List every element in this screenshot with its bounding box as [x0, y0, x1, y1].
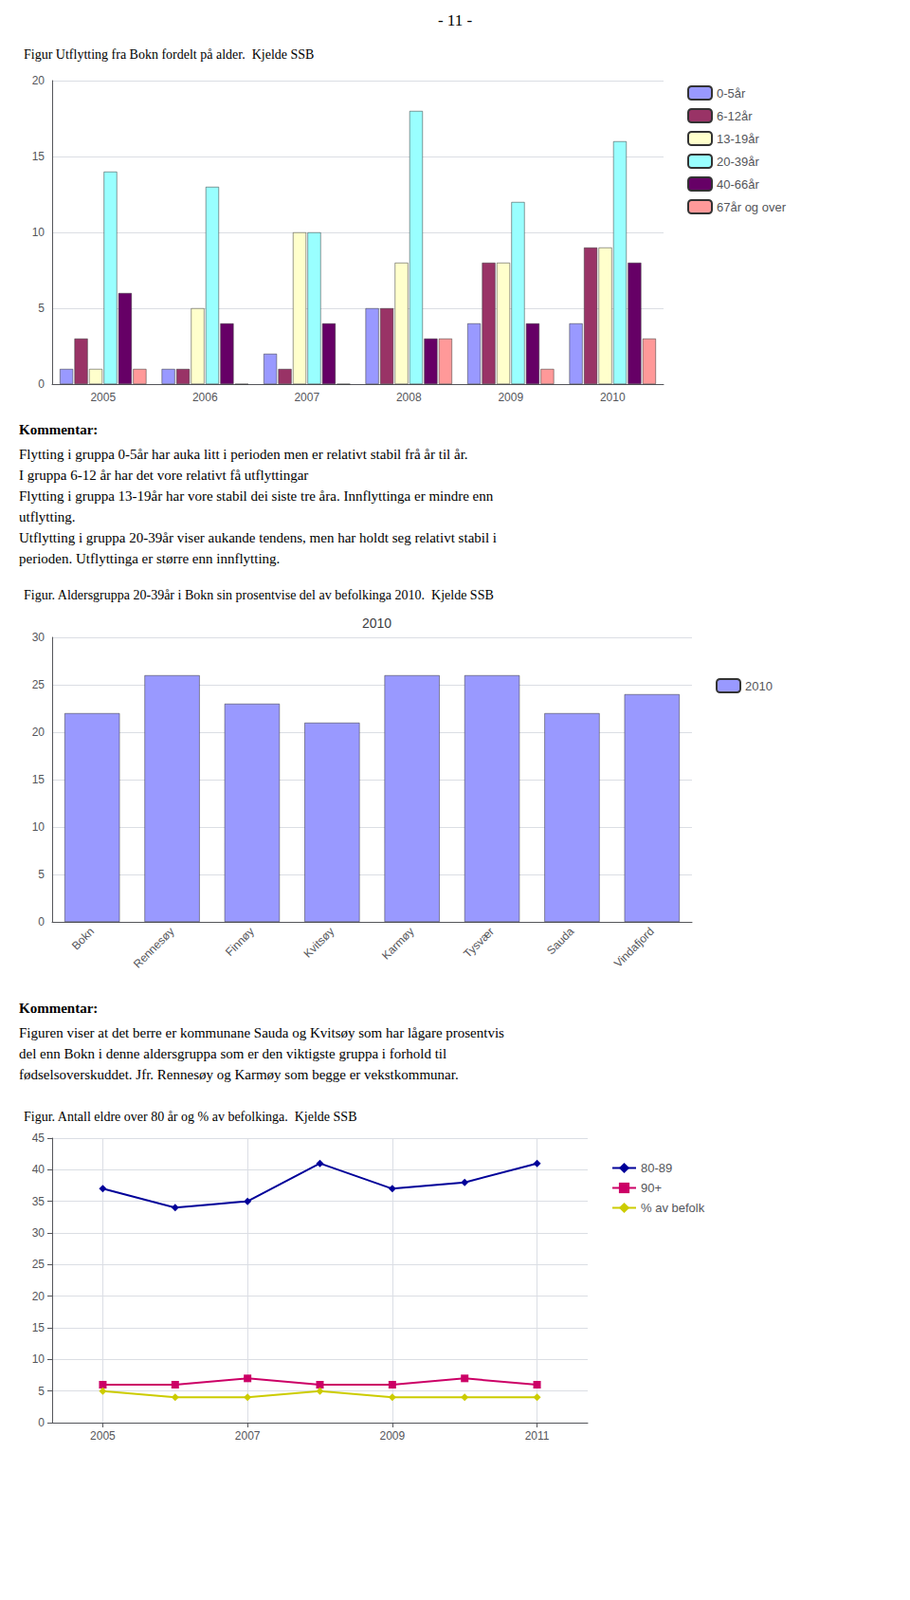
svg-text:% av befolk: % av befolk: [640, 1200, 706, 1215]
svg-text:2007: 2007: [293, 390, 320, 404]
svg-text:2006: 2006: [192, 390, 219, 404]
svg-text:15: 15: [32, 149, 46, 164]
svg-text:Figur. Aldersgruppa 20-39år i: Figur. Aldersgruppa 20-39år i Bokn sin p…: [23, 587, 494, 602]
svg-text:5: 5: [37, 867, 45, 881]
svg-text:I gruppa 6-12 år har det vore: I gruppa 6-12 år har det vore relativt f…: [18, 467, 309, 483]
svg-text:2008: 2008: [396, 390, 422, 404]
svg-text:13-19år: 13-19år: [716, 131, 760, 146]
svg-text:90+: 90+: [640, 1180, 662, 1195]
svg-text:20: 20: [32, 73, 46, 88]
svg-text:40-66år: 40-66år: [716, 177, 760, 192]
svg-text:2010: 2010: [362, 615, 392, 631]
svg-text:Finnøy: Finnøy: [222, 924, 257, 959]
svg-text:Figuren viser at det berre er: Figuren viser at det berre er kommunane …: [18, 1024, 505, 1040]
svg-text:Sauda: Sauda: [544, 924, 578, 958]
svg-text:40: 40: [32, 1162, 46, 1176]
svg-text:Bokn: Bokn: [69, 924, 97, 952]
svg-text:Flytting i gruppa 0-5år har au: Flytting i gruppa 0-5år har auka litt i …: [18, 446, 469, 462]
svg-text:0-5år: 0-5år: [716, 86, 747, 101]
svg-text:0: 0: [37, 377, 45, 391]
svg-text:6-12år: 6-12år: [716, 109, 753, 124]
svg-text:20: 20: [32, 1289, 46, 1303]
svg-text:0: 0: [37, 914, 45, 929]
svg-text:30: 30: [32, 630, 46, 644]
svg-text:Rennesøy: Rennesøy: [130, 924, 178, 971]
svg-text:2005: 2005: [90, 390, 116, 404]
svg-text:fødselsoverskuddet. Jfr. Renne: fødselsoverskuddet. Jfr. Rennesøy og Kar…: [18, 1066, 459, 1082]
svg-text:Vindafjord: Vindafjord: [611, 924, 657, 970]
svg-text:15: 15: [32, 772, 46, 786]
svg-text:5: 5: [37, 301, 45, 315]
svg-text:2005: 2005: [90, 1428, 116, 1442]
svg-text:Flytting i gruppa 13-19år har: Flytting i gruppa 13-19år har vore stabi…: [18, 488, 494, 504]
svg-text:- 11 -: - 11 -: [437, 11, 474, 30]
svg-text:0: 0: [37, 1415, 45, 1429]
svg-text:80-89: 80-89: [640, 1160, 673, 1175]
svg-text:15: 15: [32, 1320, 46, 1334]
svg-text:20-39år: 20-39år: [716, 154, 760, 169]
svg-text:10: 10: [32, 819, 46, 834]
svg-text:25: 25: [32, 1256, 46, 1271]
svg-text:Kvitsøy: Kvitsøy: [301, 924, 338, 961]
svg-text:2009: 2009: [497, 390, 524, 404]
svg-text:5: 5: [37, 1383, 45, 1398]
svg-text:2009: 2009: [379, 1428, 405, 1442]
svg-text:67år og over: 67år og over: [716, 200, 787, 215]
svg-text:Utflytting i gruppa 20-39år vi: Utflytting i gruppa 20-39år viser aukand…: [18, 529, 497, 546]
svg-text:45: 45: [32, 1130, 46, 1145]
svg-text:perioden. Utflyttinga er størr: perioden. Utflyttinga er større enn innf…: [18, 550, 280, 566]
svg-text:2007: 2007: [235, 1428, 261, 1442]
svg-text:Karmøy: Karmøy: [379, 924, 418, 963]
svg-text:25: 25: [32, 677, 46, 692]
svg-text:utflytting.: utflytting.: [18, 509, 76, 525]
svg-text:20: 20: [32, 725, 46, 739]
svg-text:Figur Utflytting fra Bokn ford: Figur Utflytting fra Bokn fordelt på ald…: [23, 47, 314, 62]
svg-text:10: 10: [32, 225, 46, 239]
svg-text:2010: 2010: [600, 390, 626, 404]
svg-text:Kommentar:: Kommentar:: [18, 1000, 98, 1016]
svg-text:Tysvær: Tysvær: [460, 924, 497, 961]
svg-text:2010: 2010: [745, 678, 773, 693]
svg-text:30: 30: [32, 1225, 46, 1239]
svg-text:Kommentar:: Kommentar:: [18, 421, 98, 437]
svg-text:2011: 2011: [525, 1428, 550, 1442]
svg-text:del enn Bokn i denne aldersgru: del enn Bokn i denne aldersgruppa som er…: [18, 1045, 447, 1061]
svg-text:35: 35: [32, 1194, 46, 1208]
svg-text:10: 10: [32, 1351, 46, 1365]
svg-text:Figur. Antall eldre over 80 år: Figur. Antall eldre over 80 år og % av b…: [23, 1109, 358, 1124]
